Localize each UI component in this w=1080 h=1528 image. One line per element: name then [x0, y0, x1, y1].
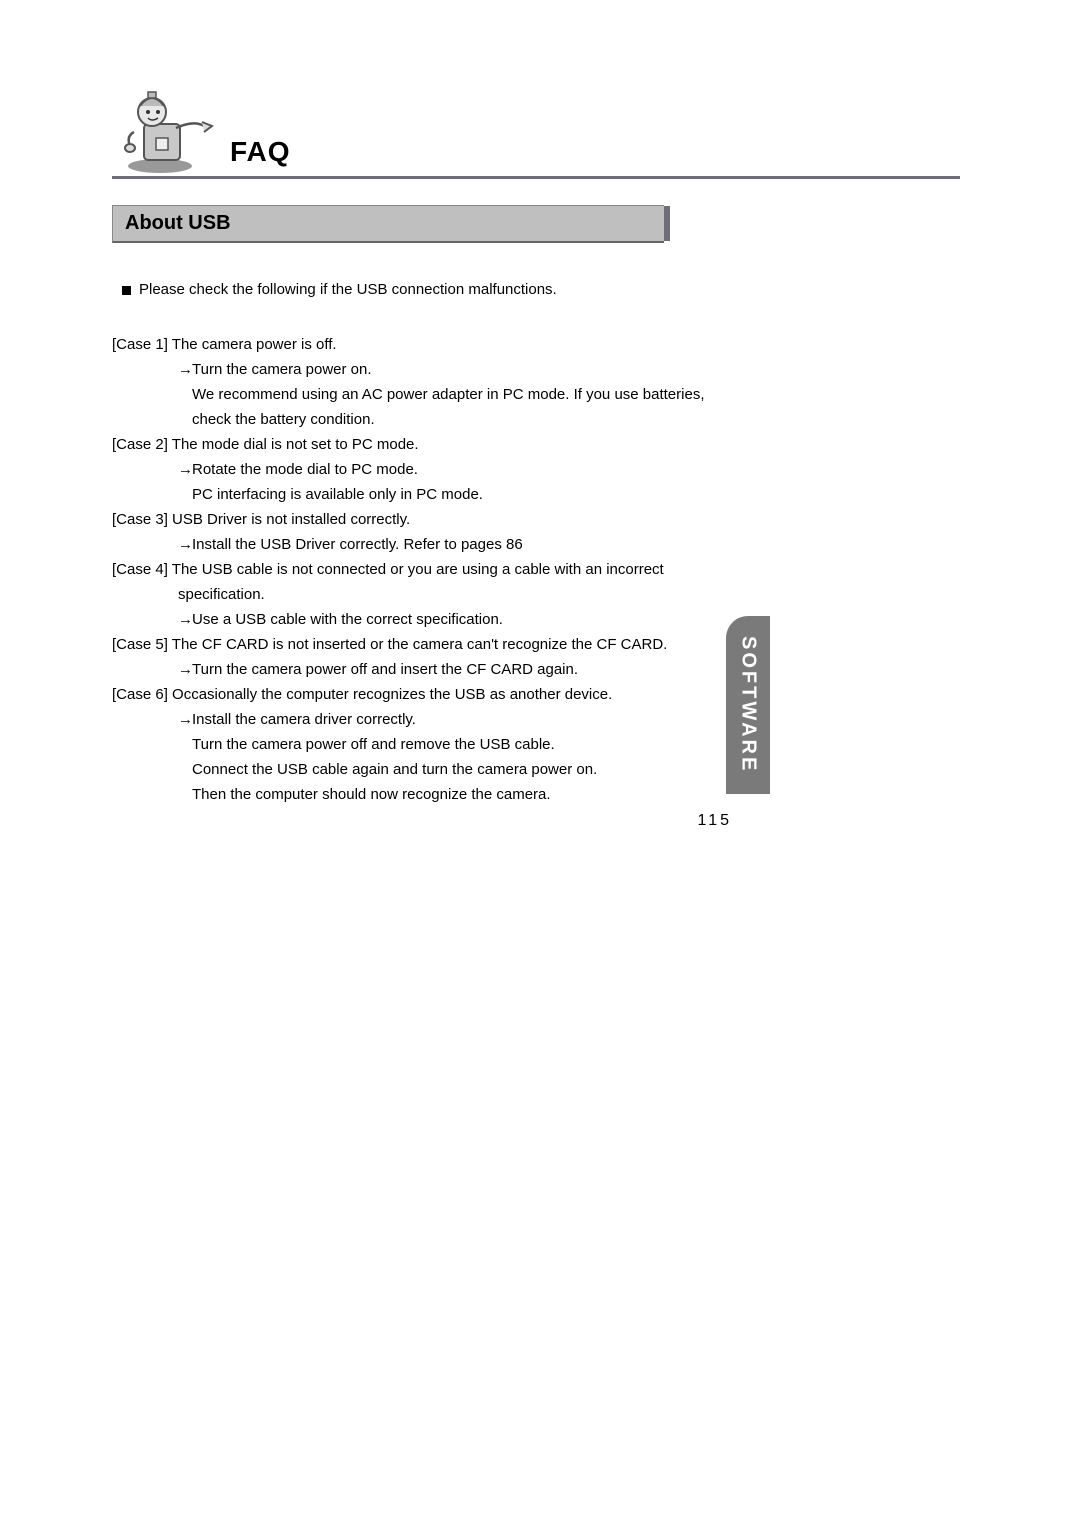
case-3-head: [Case 3] USB Driver is not installed cor… — [112, 507, 960, 532]
case-6-l3: Connect the USB cable again and turn the… — [192, 761, 597, 778]
case-1-line3: check the battery condition. — [112, 407, 960, 432]
case-6-line1: →Install the camera driver correctly. — [112, 707, 960, 732]
spacer — [178, 482, 192, 507]
arrow-icon: → — [178, 357, 192, 382]
section-heading-bar: About USB — [112, 205, 664, 243]
case-2-label: [Case 2] — [112, 432, 168, 457]
case-5-head: [Case 5] The CF CARD is not inserted or … — [112, 632, 960, 657]
case-4-head: [Case 4] The USB cable is not connected … — [112, 557, 960, 582]
case-3-l1: Install the USB Driver correctly. Refer … — [192, 536, 523, 553]
case-5-line1: →Turn the camera power off and insert th… — [112, 657, 960, 682]
case-2-text: The mode dial is not set to PC mode. — [172, 436, 419, 453]
case-4-label: [Case 4] — [112, 557, 168, 582]
case-6-l4: Then the computer should now recognize t… — [192, 786, 551, 803]
page-number: 115 — [697, 812, 732, 830]
spacer — [178, 407, 192, 432]
mascot-icon — [112, 84, 222, 174]
arrow-icon: → — [178, 607, 192, 632]
case-1-l3: check the battery condition. — [192, 411, 375, 428]
case-4-l1: Use a USB cable with the correct specifi… — [192, 611, 503, 628]
manual-page: FAQ About USB Please check the following… — [0, 0, 1080, 1528]
case-6-head: [Case 6] Occasionally the computer recog… — [112, 682, 960, 707]
case-1-head: [Case 1] The camera power is off. — [112, 332, 960, 357]
case-1-label: [Case 1] — [112, 332, 168, 357]
spacer — [178, 732, 192, 757]
case-6-line4: Then the computer should now recognize t… — [112, 782, 960, 807]
case-6-l1: Install the camera driver correctly. — [192, 711, 416, 728]
case-2-l1: Rotate the mode dial to PC mode. — [192, 461, 418, 478]
case-2-l2: PC interfacing is available only in PC m… — [192, 486, 483, 503]
case-1-text: The camera power is off. — [172, 336, 337, 353]
case-1-l2: We recommend using an AC power adapter i… — [192, 386, 705, 403]
case-6-text: Occasionally the computer recognizes the… — [172, 686, 612, 703]
spacer — [178, 782, 192, 807]
cases-block: [Case 1] The camera power is off. →Turn … — [112, 332, 960, 807]
case-2-head: [Case 2] The mode dial is not set to PC … — [112, 432, 960, 457]
case-6-l2: Turn the camera power off and remove the… — [192, 736, 555, 753]
section-title: About USB — [125, 212, 231, 235]
case-4-t2: specification. — [178, 586, 265, 603]
case-3-line1: →Install the USB Driver correctly. Refer… — [112, 532, 960, 557]
case-1-line2: We recommend using an AC power adapter i… — [112, 382, 960, 407]
case-2-line1: →Rotate the mode dial to PC mode. — [112, 457, 960, 482]
case-5-label: [Case 5] — [112, 632, 168, 657]
square-bullet-icon — [122, 286, 131, 295]
arrow-icon: → — [178, 707, 192, 732]
intro-row: Please check the following if the USB co… — [122, 281, 960, 298]
side-tab-label: SOFTWARE — [737, 636, 760, 773]
case-5-l1: Turn the camera power off and insert the… — [192, 661, 578, 678]
intro-text: Please check the following if the USB co… — [139, 281, 557, 298]
case-4-line1: →Use a USB cable with the correct specif… — [112, 607, 960, 632]
case-1-l1: Turn the camera power on. — [192, 361, 372, 378]
case-3-text: USB Driver is not installed correctly. — [172, 511, 410, 528]
case-4-text2: specification. — [112, 582, 960, 607]
arrow-icon: → — [178, 457, 192, 482]
case-3-label: [Case 3] — [112, 507, 168, 532]
case-6-label: [Case 6] — [112, 682, 168, 707]
arrow-icon: → — [178, 657, 192, 682]
case-6-line2: Turn the camera power off and remove the… — [112, 732, 960, 757]
spacer — [178, 382, 192, 407]
faq-title: FAQ — [230, 136, 291, 174]
case-5-text: The CF CARD is not inserted or the camer… — [172, 636, 668, 653]
case-1-line1: →Turn the camera power on. — [112, 357, 960, 382]
side-tab: SOFTWARE — [726, 616, 770, 794]
case-2-line2: PC interfacing is available only in PC m… — [112, 482, 960, 507]
spacer — [178, 757, 192, 782]
arrow-icon: → — [178, 532, 192, 557]
case-4-text: The USB cable is not connected or you ar… — [172, 561, 664, 578]
header-row: FAQ — [112, 84, 960, 179]
case-6-line3: Connect the USB cable again and turn the… — [112, 757, 960, 782]
